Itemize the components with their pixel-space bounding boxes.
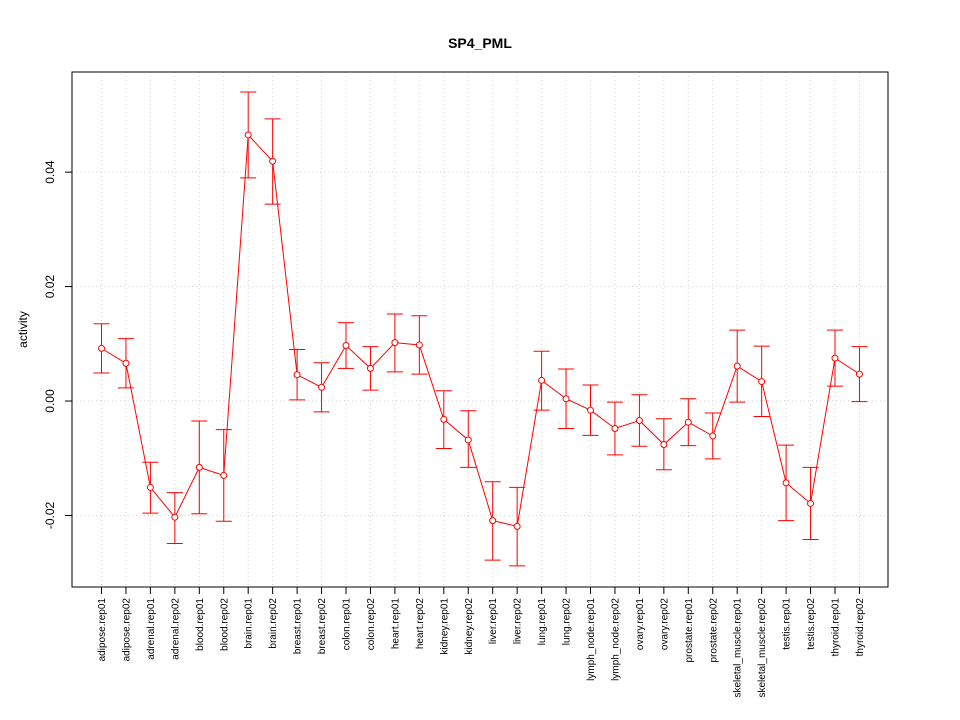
data-point: [709, 432, 717, 440]
data-point: [415, 341, 423, 349]
x-tick-label: colon.rep02: [366, 598, 377, 651]
y-tick-label: 0.02: [43, 275, 57, 299]
data-point: [758, 378, 766, 386]
data-point: [635, 416, 643, 424]
y-axis: -0.02 0.00 0.02 0.04: [43, 160, 72, 529]
data-points: [98, 131, 863, 530]
x-tick-label: thyroid.rep02: [855, 598, 866, 657]
data-point: [562, 395, 570, 403]
data-point: [171, 513, 179, 521]
data-point: [684, 418, 692, 426]
x-tick-label: brain.rep01: [244, 598, 255, 649]
y-axis-label: activity: [16, 311, 30, 348]
x-tick-label: testis.rep02: [806, 598, 817, 650]
y-tick-label: -0.02: [43, 501, 57, 529]
x-tick-label: breast.rep01: [293, 598, 304, 655]
x-tick-label: heart.rep02: [415, 598, 426, 650]
x-tick-label: kidney.rep01: [439, 598, 450, 655]
x-tick-label: prostate.rep02: [708, 598, 719, 663]
series-line: [101, 133, 860, 527]
x-tick-label: breast.rep02: [317, 598, 328, 655]
x-tick-label: skeletal_muscle.rep02: [757, 598, 768, 698]
x-tick-label: ovary.rep02: [659, 598, 670, 651]
x-tick-label: kidney.rep02: [464, 598, 475, 655]
chart-title: SP4_PML: [448, 35, 512, 51]
data-point: [244, 131, 252, 139]
x-tick-label: thyroid.rep01: [831, 598, 842, 657]
data-point: [538, 376, 546, 384]
x-tick-label: adrenal.rep01: [146, 598, 157, 660]
x-tick-label: ovary.rep01: [635, 598, 646, 651]
grid: [72, 72, 888, 587]
data-point: [611, 424, 619, 432]
x-tick-label: lung.rep02: [562, 598, 573, 646]
x-tick-label: brain.rep02: [268, 598, 279, 649]
data-point: [122, 359, 130, 367]
data-point: [318, 383, 326, 391]
data-point: [782, 479, 790, 487]
y-tick-label: 0.04: [43, 160, 57, 184]
data-point: [513, 522, 521, 530]
data-point: [391, 339, 399, 347]
data-point: [733, 362, 741, 370]
data-point: [269, 157, 277, 165]
data-point: [855, 370, 863, 378]
data-point: [660, 441, 668, 449]
plot-frame: [71, 71, 889, 588]
data-point: [146, 483, 154, 491]
data-point: [807, 499, 815, 507]
x-tick-label: testis.rep01: [782, 598, 793, 650]
data-point: [587, 406, 594, 414]
x-tick-label: adipose.rep02: [121, 598, 132, 662]
x-tick-label: lymph_node.rep02: [610, 598, 621, 681]
y-tick-label: 0.00: [43, 389, 57, 413]
series-polyline: [101, 133, 860, 527]
data-point: [366, 364, 374, 372]
x-tick-label: liver.rep02: [513, 598, 524, 645]
data-point: [195, 463, 203, 471]
x-axis: adipose.rep01 adipose.rep02 adrenal.rep01 a…: [97, 586, 866, 698]
x-tick-label: colon.rep01: [342, 598, 353, 651]
data-point: [342, 342, 350, 350]
x-tick-label: adipose.rep01: [97, 598, 108, 662]
x-tick-label: liver.rep01: [488, 598, 499, 645]
x-tick-label: blood.rep02: [219, 598, 230, 651]
x-tick-label: skeletal_muscle.rep01: [733, 598, 744, 698]
x-tick-label: adrenal.rep02: [170, 598, 181, 660]
data-point: [220, 471, 228, 479]
data-point: [293, 371, 301, 379]
x-tick-label: prostate.rep01: [684, 598, 695, 663]
x-tick-label: lung.rep01: [537, 598, 548, 646]
x-tick-label: blood.rep01: [195, 598, 206, 651]
x-tick-label: lymph_node.rep01: [586, 598, 597, 681]
data-point: [440, 415, 448, 423]
data-point: [489, 517, 497, 525]
data-point: [831, 354, 839, 362]
error-bars: [93, 91, 868, 567]
data-point: [98, 344, 105, 352]
x-tick-label: heart.rep01: [390, 598, 401, 650]
data-point: [464, 436, 472, 444]
